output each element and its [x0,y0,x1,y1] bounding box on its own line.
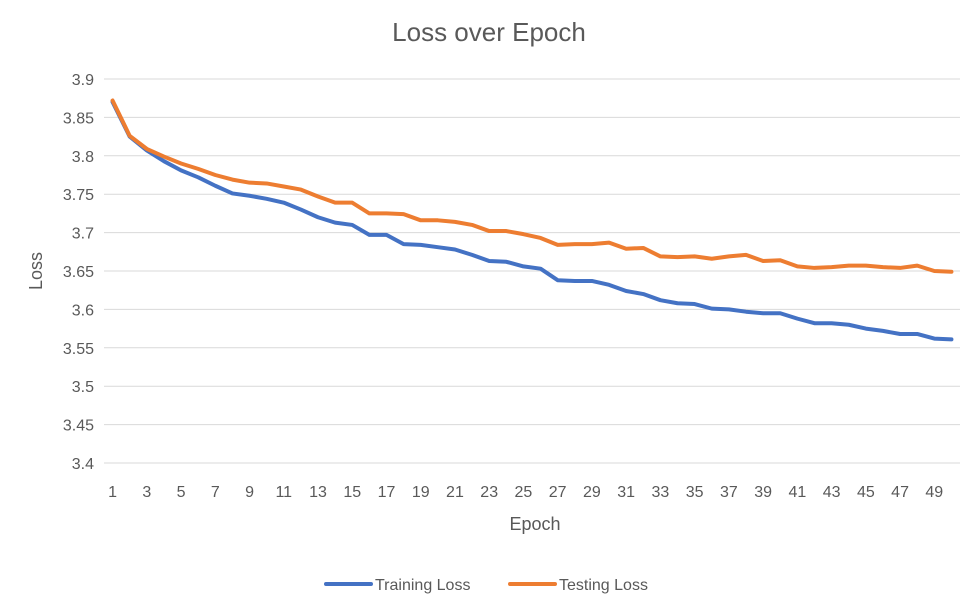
x-tick-label: 1 [108,484,117,501]
x-tick-label: 41 [788,484,806,501]
x-tick-label: 49 [925,484,943,501]
x-tick-label: 7 [211,484,220,501]
y-tick-label: 3.75 [63,187,94,204]
y-tick-label: 3.45 [63,418,94,435]
y-tick-label: 3.55 [63,341,94,358]
x-tick-label: 21 [446,484,464,501]
x-tick-label: 19 [412,484,430,501]
x-tick-label: 23 [480,484,498,501]
x-tick-label: 13 [309,484,327,501]
x-tick-label: 45 [857,484,875,501]
x-tick-label: 43 [823,484,841,501]
x-tick-label: 9 [245,484,254,501]
y-axis-ticks: 3.4 3.45 3.5 3.55 3.6 3.65 3.7 3.75 3.8 3.85 3.9 [63,72,94,473]
y-tick-label: 3.9 [72,72,94,89]
x-tick-label: 39 [754,484,772,501]
y-axis-label: Loss [26,252,46,290]
series-line-1 [110,98,954,274]
y-tick-label: 3.7 [72,226,94,243]
y-tick-label: 3.6 [72,302,94,319]
x-tick-label: 15 [343,484,361,501]
legend-label-1: Testing Loss [559,577,648,594]
x-tick-label: 33 [652,484,670,501]
x-axis-ticks: 1 3 5 7 9 11 13 15 17 19 21 23 25 27 29 31 33 35 37 39 41 43 4… [108,484,943,501]
x-tick-label: 37 [720,484,738,501]
x-tick-label: 31 [617,484,635,501]
chart-title: Loss over Epoch [392,17,586,47]
gridlines [104,78,960,464]
x-tick-label: 11 [275,484,292,501]
y-tick-label: 3.5 [72,379,94,396]
x-tick-label: 25 [515,484,533,501]
x-tick-label: 17 [378,484,396,501]
x-tick-label: 3 [142,484,151,501]
legend: Training Loss Testing Loss [324,577,648,594]
x-axis-label: Epoch [509,514,560,534]
y-tick-label: 3.65 [63,264,94,281]
x-tick-label: 35 [686,484,704,501]
y-tick-label: 3.4 [72,456,94,473]
series-line-0 [110,100,954,342]
series-lines [110,98,954,342]
y-tick-label: 3.85 [63,110,94,127]
x-tick-label: 29 [583,484,601,501]
x-tick-label: 5 [177,484,186,501]
x-tick-label: 27 [549,484,567,501]
x-tick-label: 47 [891,484,909,501]
legend-label-0: Training Loss [375,577,470,594]
y-tick-label: 3.8 [72,149,94,166]
